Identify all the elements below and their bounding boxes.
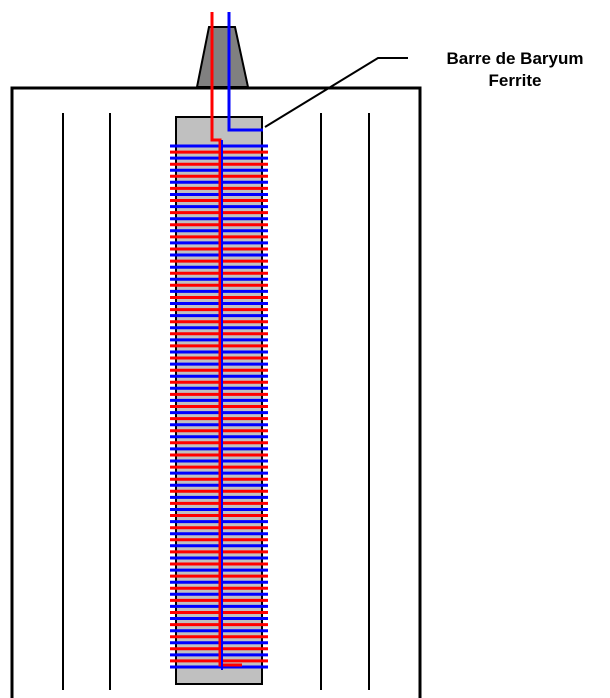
callout-label-line1: Barre de Baryum — [446, 49, 583, 68]
top-cap — [195, 26, 250, 88]
callout-label-line2: Ferrite — [489, 71, 542, 90]
callout-leader-line — [264, 57, 408, 128]
red-lead-wire — [210, 12, 242, 667]
blue-lead-wire — [227, 12, 263, 132]
